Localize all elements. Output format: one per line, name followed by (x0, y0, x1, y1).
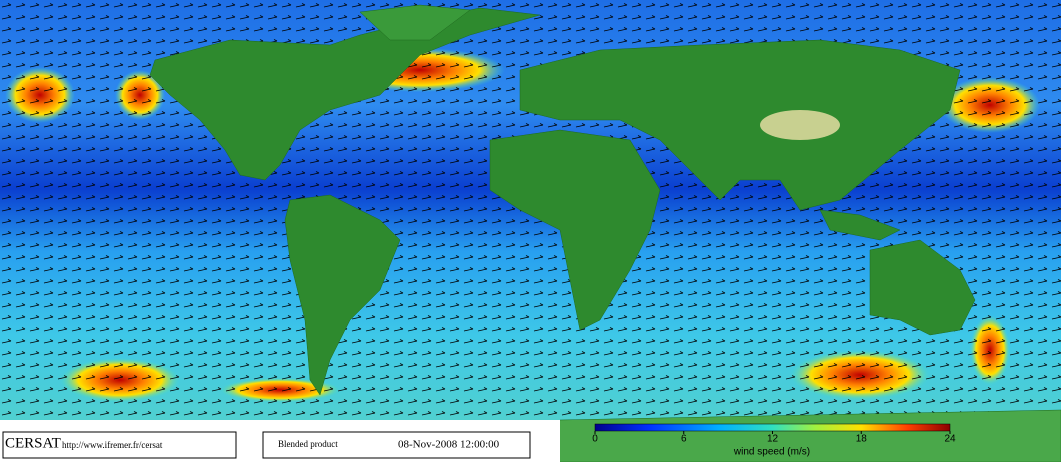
colorbar-tick-label: 24 (944, 434, 956, 445)
colorbar (594, 423, 951, 432)
colorbar-tick-label: 6 (681, 434, 687, 445)
colorbar-label: wind speed (m/s) (733, 447, 810, 458)
colorbar-tick-label: 18 (856, 434, 868, 445)
date: 08-Nov-2008 12:00:00 (398, 439, 500, 451)
logo: CERSAT (5, 435, 61, 451)
continents (149, 4, 1061, 462)
url: http://www.ifremer.fr/cersat (62, 440, 163, 450)
product: Blended product (278, 439, 338, 449)
colorbar-tick-label: 12 (767, 434, 779, 445)
product-box (262, 431, 531, 459)
logo-box (2, 431, 237, 459)
colorbar-tick-label: 0 (592, 434, 598, 445)
